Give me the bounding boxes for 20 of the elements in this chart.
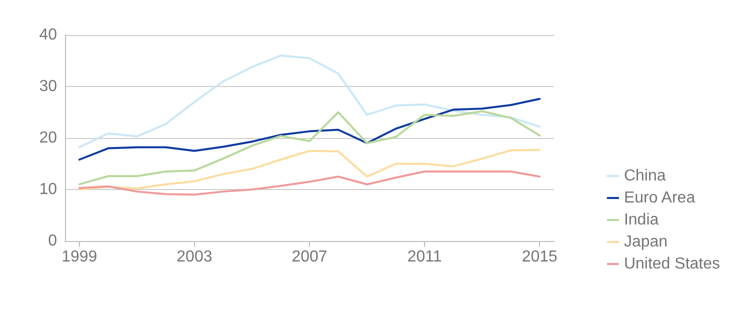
legend-label: United States (624, 256, 720, 272)
x-tick-label: 1999 (62, 248, 98, 266)
line-series (78, 98, 541, 161)
x-tick-label: 2011 (407, 248, 442, 266)
y-tick-label: 40 (39, 26, 58, 44)
x-tick-label: 2003 (176, 248, 212, 266)
y-tick-label: 0 (48, 232, 58, 250)
x-tick-label: 2007 (292, 248, 328, 266)
y-tick-label: 10 (39, 181, 58, 198)
legend-label: Japan (624, 234, 668, 250)
line-series (78, 170, 541, 196)
line-series (78, 148, 541, 190)
legend-label: China (624, 168, 666, 184)
legend-label: India (624, 212, 659, 228)
line-series (78, 110, 541, 186)
y-tick-label: 20 (39, 130, 58, 146)
x-tick-label: 2015 (522, 248, 558, 266)
legend-label: Euro Area (624, 190, 696, 206)
y-tick-label: 30 (39, 78, 58, 95)
line-series (78, 54, 541, 148)
